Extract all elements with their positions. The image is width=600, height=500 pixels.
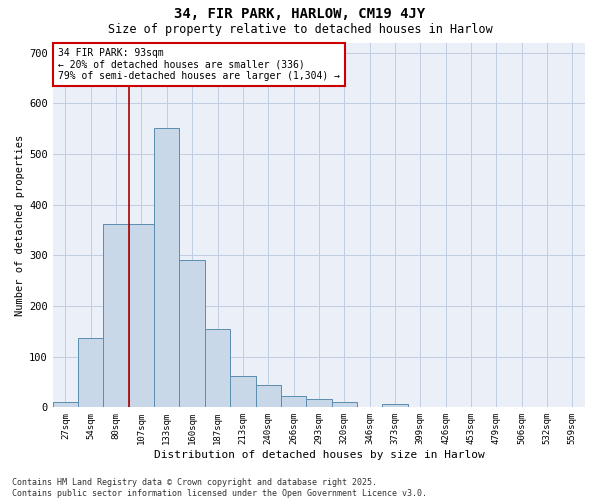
Y-axis label: Number of detached properties: Number of detached properties xyxy=(15,134,25,316)
X-axis label: Distribution of detached houses by size in Harlow: Distribution of detached houses by size … xyxy=(154,450,484,460)
Bar xyxy=(53,402,78,407)
Text: 34 FIR PARK: 93sqm
← 20% of detached houses are smaller (336)
79% of semi-detach: 34 FIR PARK: 93sqm ← 20% of detached hou… xyxy=(58,48,340,81)
Bar xyxy=(205,329,230,407)
Text: 34, FIR PARK, HARLOW, CM19 4JY: 34, FIR PARK, HARLOW, CM19 4JY xyxy=(175,8,425,22)
Bar xyxy=(179,260,205,408)
Bar xyxy=(129,224,154,408)
Bar xyxy=(78,338,103,407)
Bar xyxy=(230,376,256,408)
Bar xyxy=(332,402,357,407)
Bar xyxy=(382,404,407,407)
Bar xyxy=(103,224,129,408)
Bar xyxy=(281,396,306,407)
Bar xyxy=(154,128,179,407)
Bar xyxy=(256,384,281,407)
Text: Contains HM Land Registry data © Crown copyright and database right 2025.
Contai: Contains HM Land Registry data © Crown c… xyxy=(12,478,427,498)
Text: Size of property relative to detached houses in Harlow: Size of property relative to detached ho… xyxy=(107,22,493,36)
Bar xyxy=(306,399,332,407)
